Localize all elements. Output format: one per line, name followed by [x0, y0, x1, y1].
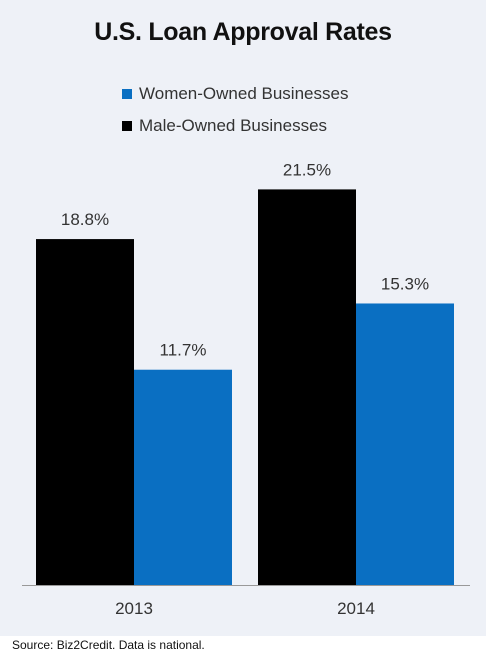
legend-label-male: Male-Owned Businesses: [139, 116, 328, 135]
bar-womenowned-2014: [356, 303, 454, 585]
legend-swatch-women: [122, 89, 132, 99]
legend-item-women: Women-Owned Businesses: [122, 78, 348, 110]
legend-item-male: Male-Owned Businesses: [122, 110, 348, 142]
chart-panel: U.S. Loan Approval Rates Women-Owned Bus…: [0, 0, 486, 636]
legend-swatch-male: [122, 121, 132, 131]
x-tick-label-2014: 2014: [337, 599, 375, 618]
data-label-womenowned-2013: 11.7%: [160, 341, 207, 360]
bar-maleowned-2013: [36, 239, 134, 585]
data-label-womenowned-2014: 15.3%: [381, 274, 429, 293]
legend-label-women: Women-Owned Businesses: [139, 84, 349, 103]
chart-title: U.S. Loan Approval Rates: [94, 18, 392, 46]
chart-legend: Women-Owned Businesses Male-Owned Busine…: [122, 78, 348, 142]
x-tick-label-2013: 2013: [115, 599, 153, 618]
data-label-maleowned-2014: 21.5%: [283, 160, 331, 179]
bar-maleowned-2014: [258, 189, 356, 585]
bar-chart: 18.8% 11.7% 2013 21.5% 15.3% 2014: [22, 160, 470, 618]
bar-womenowned-2013: [134, 369, 232, 585]
source-note: Source: Biz2Credit. Data is national.: [12, 638, 205, 652]
data-label-maleowned-2013: 18.8%: [61, 210, 109, 229]
